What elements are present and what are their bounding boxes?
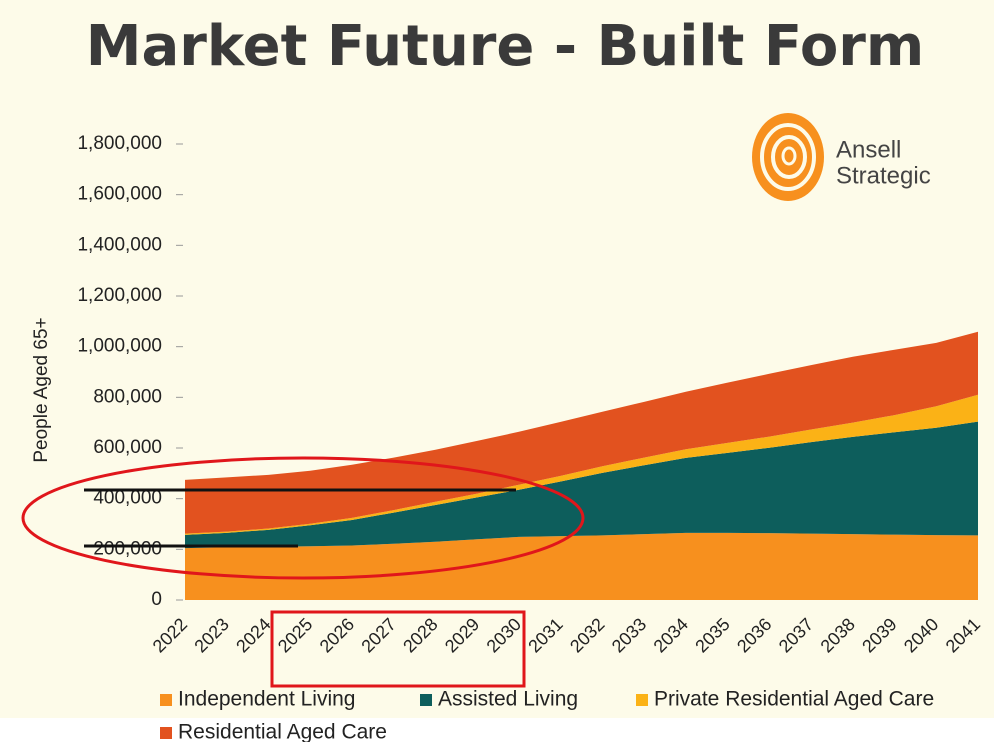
area xyxy=(185,532,978,600)
y-tick-label: 600,000 xyxy=(93,437,162,458)
chart-title: Market Future - Built Form xyxy=(86,14,925,79)
highlight-box xyxy=(270,610,526,688)
y-tick-label: 400,000 xyxy=(93,488,162,509)
legend-swatch xyxy=(636,694,648,706)
logo-text: Strategic xyxy=(836,162,931,189)
y-tick-label: 1,200,000 xyxy=(77,285,162,306)
logo-ring xyxy=(760,123,816,191)
y-tick-label: 1,400,000 xyxy=(77,234,162,255)
y-tick-label: 0 xyxy=(151,589,162,610)
legend-swatch xyxy=(160,694,172,706)
y-tick-label: 800,000 xyxy=(93,386,162,407)
area xyxy=(185,331,978,534)
plot xyxy=(185,331,978,600)
legend: Independent Living Assisted Living Private… xyxy=(160,688,934,742)
legend-swatch xyxy=(160,727,172,739)
legend-label: Residential Aged Care xyxy=(178,721,387,742)
logo-ring xyxy=(781,146,797,166)
y-tick-label: 1,000,000 xyxy=(77,336,162,357)
logo-text: Ansell xyxy=(836,136,901,163)
legend-label: Private Residential Aged Care xyxy=(654,688,934,711)
area xyxy=(185,421,978,549)
legend-label: Independent Living xyxy=(178,688,356,711)
y-tick-label: 200,000 xyxy=(93,538,162,559)
legend-swatch xyxy=(420,694,432,706)
annotations xyxy=(21,456,585,688)
y-axis-label: People Aged 65+ xyxy=(31,317,52,462)
y-tick-label: 1,800,000 xyxy=(77,133,162,154)
logo-ring xyxy=(771,135,807,179)
legend-label: Assisted Living xyxy=(438,688,578,711)
highlight-ellipse xyxy=(21,456,585,580)
y-tick-label: 1,600,000 xyxy=(77,184,162,205)
logo: Ansell Strategic xyxy=(752,113,931,201)
